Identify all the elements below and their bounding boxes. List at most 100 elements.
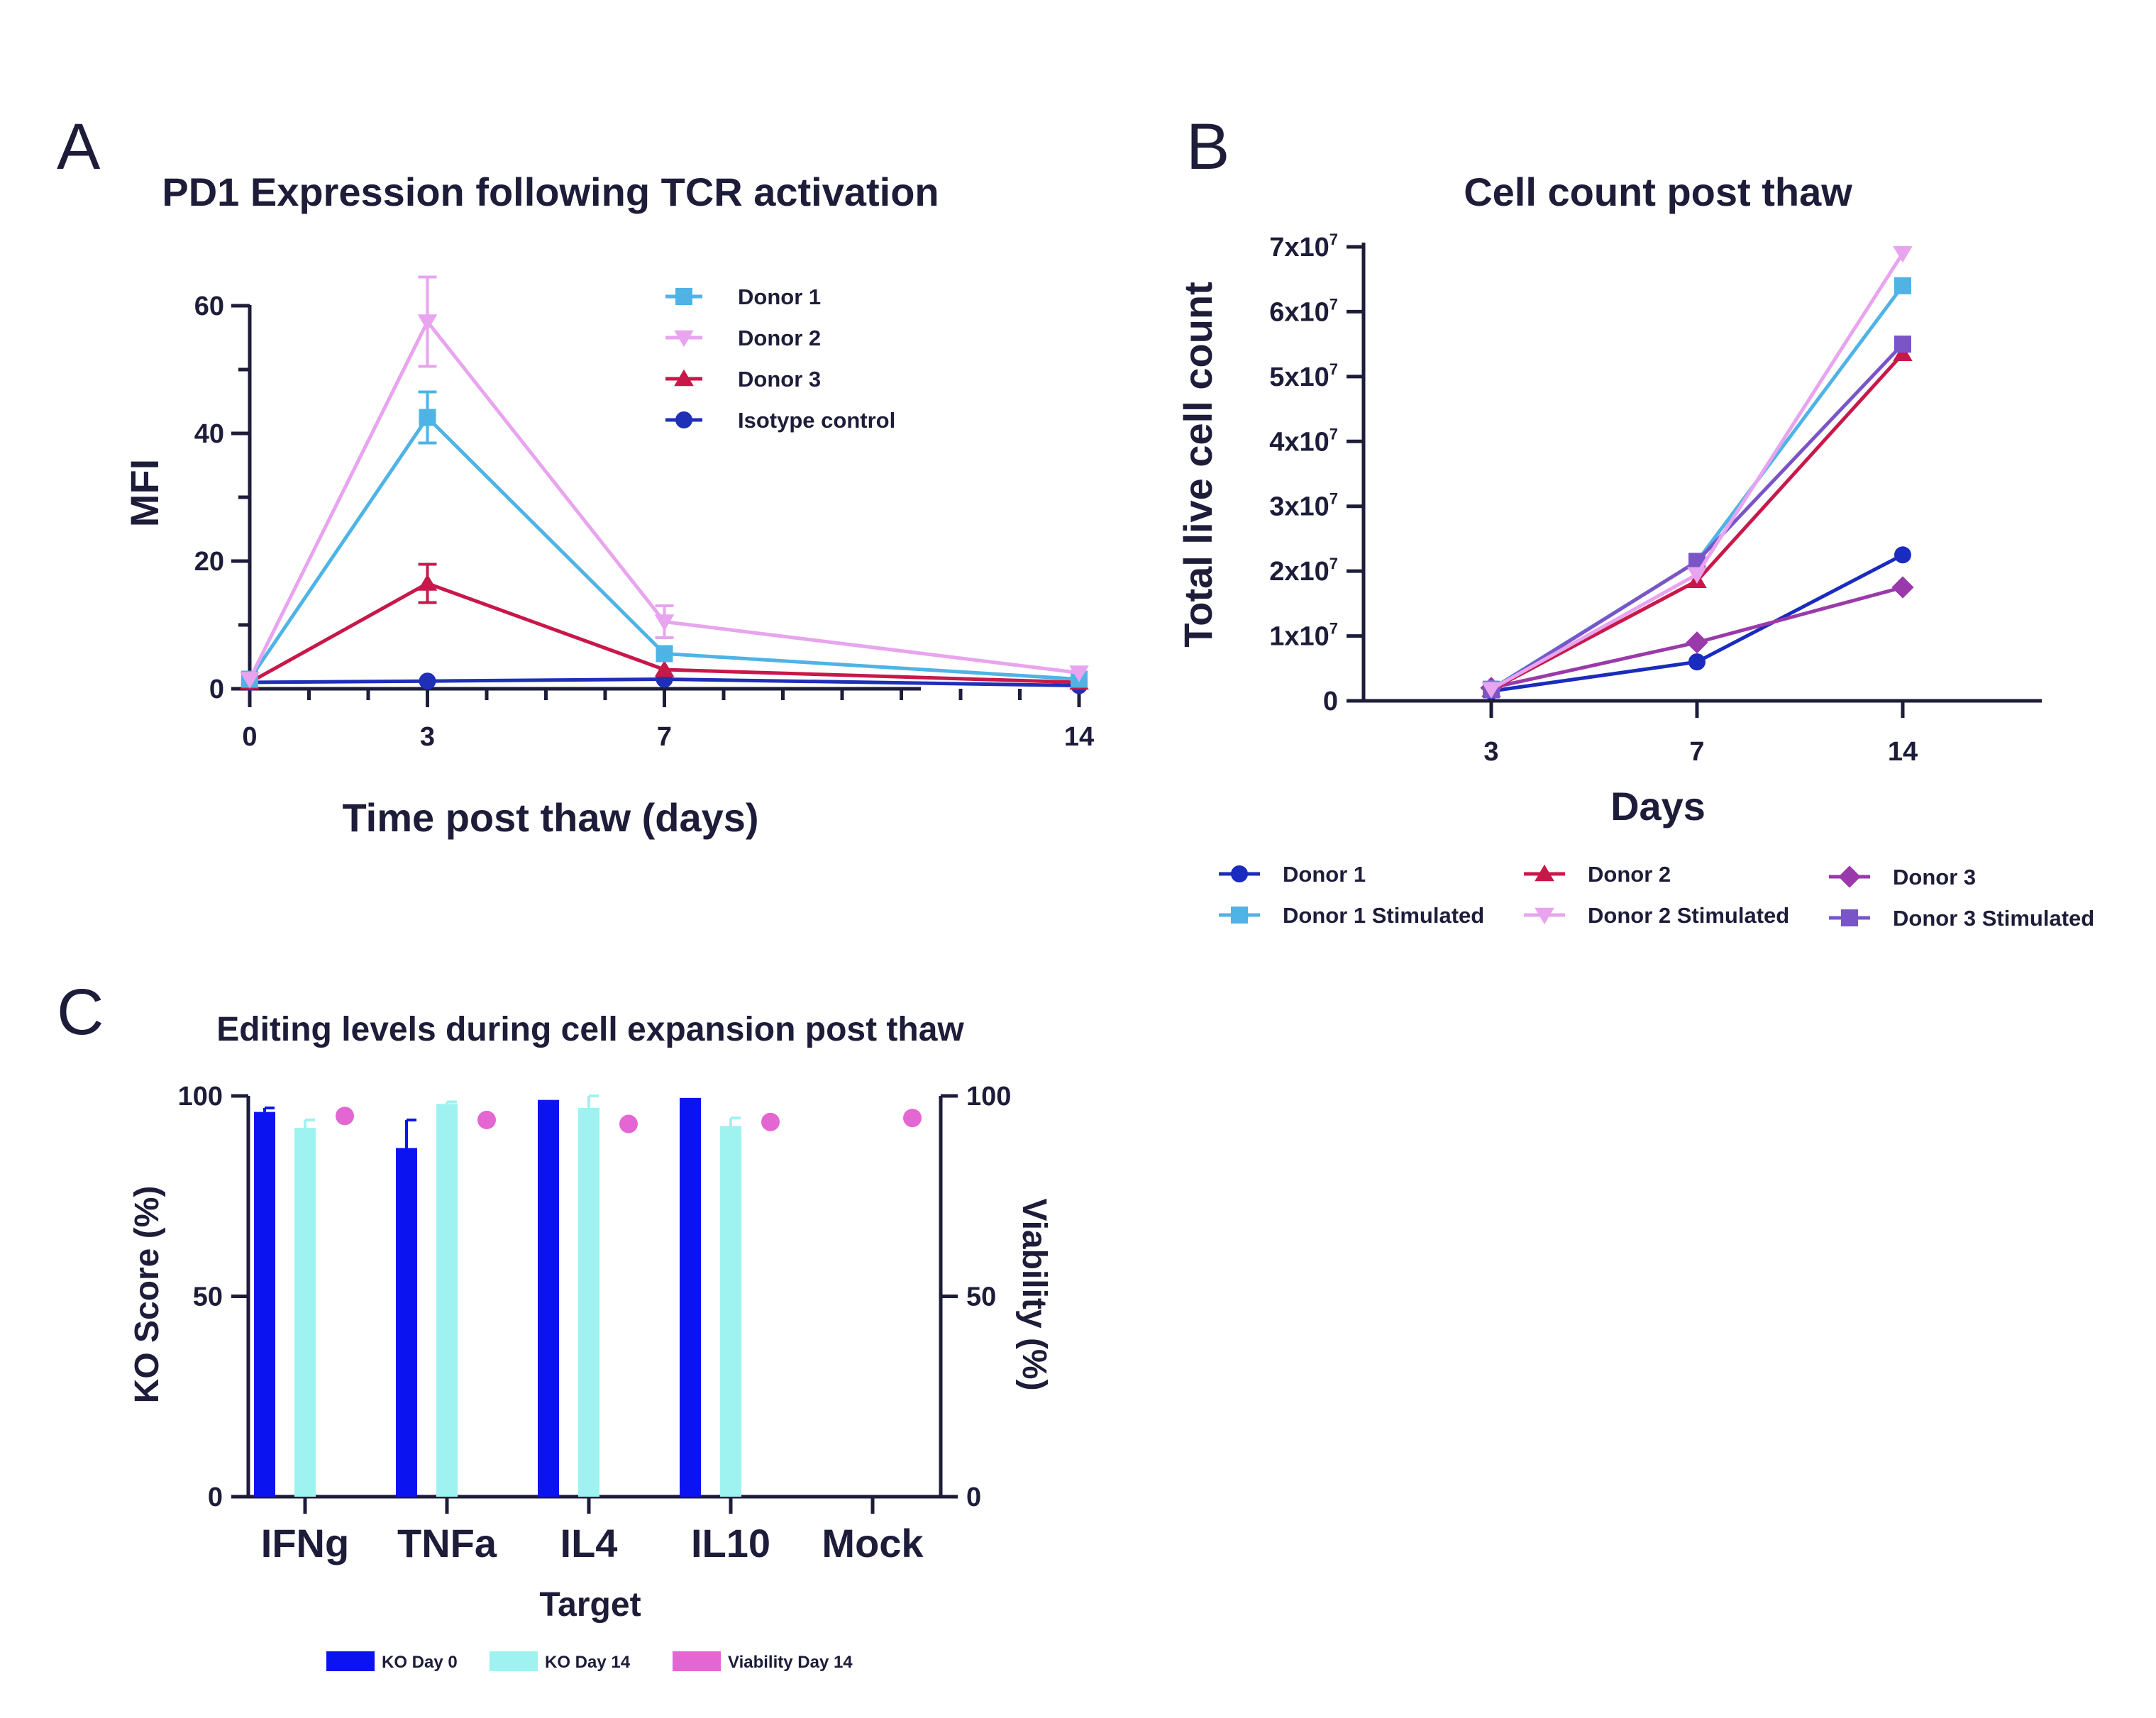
bar-ko-day-0 <box>538 1099 559 1497</box>
y-tick-label: 40 <box>194 419 224 449</box>
y-tick-label: 0 <box>1323 687 1338 716</box>
panel-a-axes: 0 20 40 60 0 3 7 14 <box>194 292 1094 752</box>
panel-letter-b: B <box>1186 111 1229 183</box>
series-line <box>248 414 1080 681</box>
panel-a-y-axis-title: MFI <box>122 459 167 527</box>
x-tick-label: IL10 <box>691 1521 770 1565</box>
legend-item: Viability Day 14 <box>673 1651 853 1672</box>
panel-c-y2-axis-title: Viability (%) <box>1015 1198 1053 1390</box>
y-tick-label: 60 <box>194 292 224 321</box>
data-point <box>654 614 675 631</box>
y-tick-mantissa: 5x10 <box>1269 362 1329 392</box>
bar-ko-day-14 <box>436 1104 458 1497</box>
legend-item: KO Day 0 <box>326 1651 458 1672</box>
legend-item: Isotype control <box>665 408 895 433</box>
legend-marker <box>1535 907 1554 925</box>
panel-b-legend: Donor 1 Donor 1 Stimulated Donor 2 Donor 2 … <box>1219 862 2094 931</box>
y-tick-mantissa: 6x10 <box>1269 297 1329 327</box>
x-tick-label: IFNg <box>261 1521 349 1565</box>
category-group-tnfa <box>396 1100 496 1497</box>
viability-point <box>761 1112 780 1131</box>
y2-tick-label: 100 <box>966 1082 1011 1112</box>
panel-letter-a: A <box>57 111 101 183</box>
legend-label: Donor 2 <box>738 326 821 350</box>
category-group-il10 <box>680 1097 780 1497</box>
y-tick-mantissa: 4x10 <box>1269 427 1329 457</box>
legend-label: Donor 1 <box>738 284 821 309</box>
x-tick-label: 7 <box>1689 737 1704 767</box>
legend-item: Donor 3 <box>1829 865 1976 890</box>
panel-b: B Cell count post thaw Days Total live c… <box>1176 111 2094 931</box>
y-tick-label: 50 <box>193 1282 223 1312</box>
y-tick-label: 20 <box>194 547 224 577</box>
data-point <box>1686 631 1708 654</box>
legend-marker <box>1535 864 1554 882</box>
y-tick-exponent: 7 <box>1329 620 1338 638</box>
data-point <box>1481 682 1501 699</box>
series-donor-1 <box>241 390 1088 688</box>
panel-b-title: Cell count post thaw <box>1464 170 1852 214</box>
legend-item: Donor 1 <box>1219 862 1366 887</box>
y-tick-mantissa: 2x10 <box>1269 557 1329 587</box>
legend-label: Donor 2 Stimulated <box>1588 903 1789 928</box>
y-tick-mantissa: 0 <box>1323 687 1338 716</box>
y-tick-exponent: 7 <box>1329 425 1338 443</box>
panel-letter-c: C <box>57 976 104 1048</box>
legend-swatch <box>673 1651 721 1671</box>
legend-item: Donor 3 <box>665 367 821 392</box>
legend-item: Donor 3 Stimulated <box>1829 906 2094 931</box>
data-point <box>1894 277 1911 294</box>
panel-b-x-axis-title: Days <box>1610 784 1706 828</box>
y-tick-label: 0 <box>208 1483 223 1512</box>
legend-marker <box>1231 907 1248 924</box>
y-tick-label: 7x107 <box>1269 231 1338 262</box>
x-tick-label: 7 <box>657 722 672 752</box>
viability-point <box>619 1114 638 1134</box>
legend-label: Donor 1 <box>1283 862 1366 887</box>
series-line <box>248 581 1080 685</box>
category-group-ifng <box>254 1106 354 1497</box>
legend-label: KO Day 0 <box>382 1653 458 1672</box>
panel-a: A PD1 Expression following TCR activatio… <box>57 111 1094 840</box>
panel-c-legend: KO Day 0 KO Day 14 Viability Day 14 <box>326 1651 853 1672</box>
legend-label: Viability Day 14 <box>728 1653 853 1672</box>
data-point <box>1893 245 1913 263</box>
y-tick-label: 6x107 <box>1269 295 1338 327</box>
series-donor-2 <box>240 275 1089 689</box>
panel-c-y-axis-title: KO Score (%) <box>128 1186 166 1404</box>
y-tick-label: 4x107 <box>1269 425 1338 457</box>
panel-a-legend: Donor 1 Donor 2 Donor 3 Isotype control <box>665 284 895 433</box>
series-donor-3 <box>1480 576 1914 699</box>
x-tick-label: 3 <box>1483 737 1498 767</box>
y-tick-label: 3x107 <box>1269 490 1338 522</box>
data-point <box>1688 653 1706 671</box>
panel-b-y-axis-title: Total live cell count <box>1176 282 1220 648</box>
legend-item: KO Day 14 <box>490 1651 631 1672</box>
series-line <box>248 318 1080 680</box>
data-point <box>1894 336 1911 353</box>
data-point <box>1687 567 1707 584</box>
x-tick-label: IL4 <box>560 1521 618 1565</box>
y-tick-exponent: 7 <box>1329 231 1338 248</box>
y-tick-mantissa: 3x10 <box>1269 492 1329 522</box>
legend-label: Donor 3 <box>738 367 821 392</box>
data-point <box>1893 344 1913 362</box>
data-point <box>417 574 438 591</box>
series-donor-2-stimulated <box>1481 245 1913 699</box>
y-tick-label: 0 <box>209 675 224 704</box>
legend-marker <box>1838 865 1861 888</box>
legend-label: Donor 3 Stimulated <box>1893 906 2094 931</box>
panel-c: C Editing levels during cell expansion p… <box>57 976 1053 1672</box>
panel-a-x-axis-title: Time post thaw (days) <box>342 795 758 840</box>
data-point <box>240 672 260 689</box>
panel-c-axes: 0 50 100 0 50 100 IFNg TNFa IL4 IL10 Mock <box>178 1082 1012 1565</box>
legend-swatch <box>490 1651 538 1671</box>
x-tick-label: 14 <box>1064 722 1094 752</box>
legend-swatch <box>326 1651 375 1671</box>
x-tick-label: 0 <box>242 722 257 752</box>
y2-tick-label: 50 <box>966 1282 996 1312</box>
x-tick-label: Mock <box>822 1521 924 1565</box>
legend-item: Donor 1 Stimulated <box>1219 903 1484 928</box>
y-tick-exponent: 7 <box>1329 360 1338 378</box>
